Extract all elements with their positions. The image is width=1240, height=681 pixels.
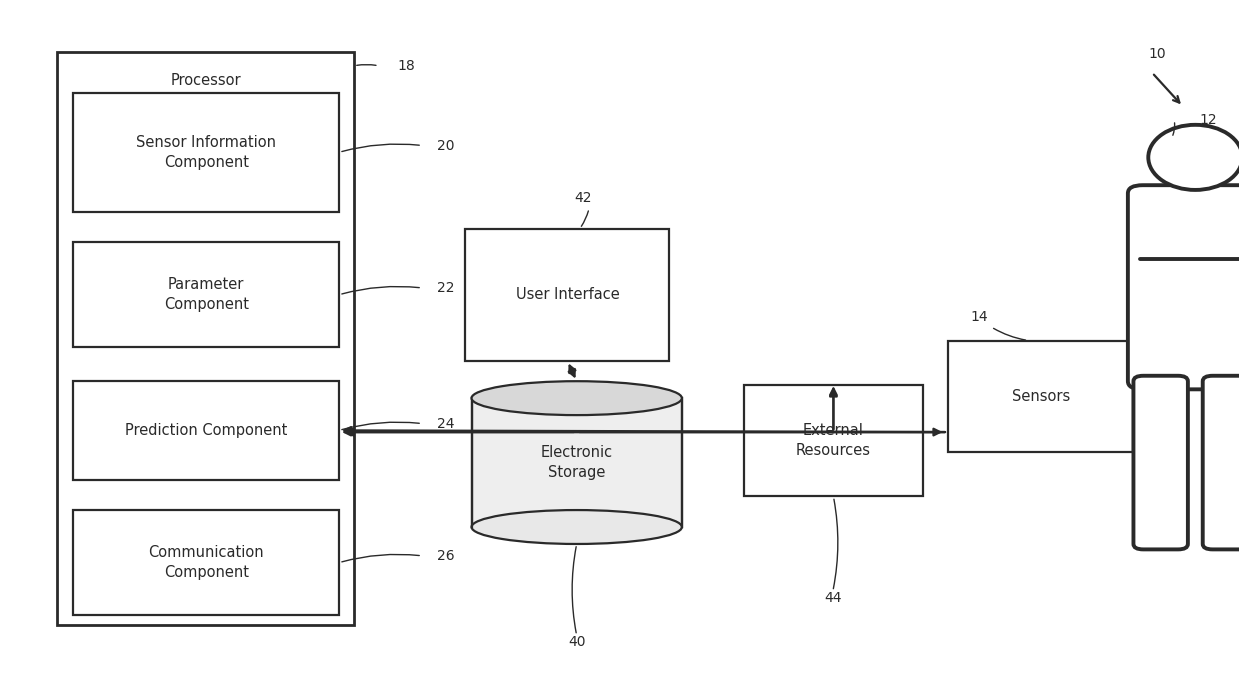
Bar [73, 93, 340, 212]
Text: Sensors: Sensors [1012, 389, 1070, 404]
Text: 26: 26 [436, 549, 455, 563]
Text: User Interface: User Interface [516, 287, 619, 302]
Text: Parameter
Component: Parameter Component [164, 277, 249, 312]
Bar [73, 242, 340, 347]
Text: 14: 14 [970, 310, 987, 323]
FancyBboxPatch shape [1128, 185, 1240, 390]
Bar [73, 381, 340, 479]
Bar [465, 229, 670, 361]
Text: 40: 40 [568, 635, 585, 649]
Bar [471, 398, 682, 527]
FancyBboxPatch shape [1203, 376, 1240, 550]
Text: Prediction Component: Prediction Component [125, 423, 288, 438]
Text: Electronic
Storage: Electronic Storage [541, 445, 613, 480]
Text: 44: 44 [825, 591, 842, 605]
Text: 20: 20 [436, 138, 454, 153]
Text: 42: 42 [574, 191, 591, 205]
Text: 24: 24 [436, 417, 454, 430]
Bar [73, 510, 340, 615]
Text: 12: 12 [1199, 113, 1216, 127]
Text: External
Resources: External Resources [796, 423, 870, 458]
Text: Sensor Information
Component: Sensor Information Component [136, 135, 277, 170]
Bar [57, 52, 353, 625]
Text: Communication
Component: Communication Component [149, 545, 264, 580]
Text: 22: 22 [436, 281, 454, 295]
Text: Processor: Processor [170, 74, 241, 89]
Text: 18: 18 [397, 59, 415, 73]
Bar [744, 385, 923, 496]
Ellipse shape [471, 381, 682, 415]
Ellipse shape [471, 510, 682, 544]
Text: 10: 10 [1148, 47, 1166, 61]
Bar [947, 340, 1133, 452]
FancyBboxPatch shape [1133, 376, 1188, 550]
Ellipse shape [1148, 125, 1240, 190]
